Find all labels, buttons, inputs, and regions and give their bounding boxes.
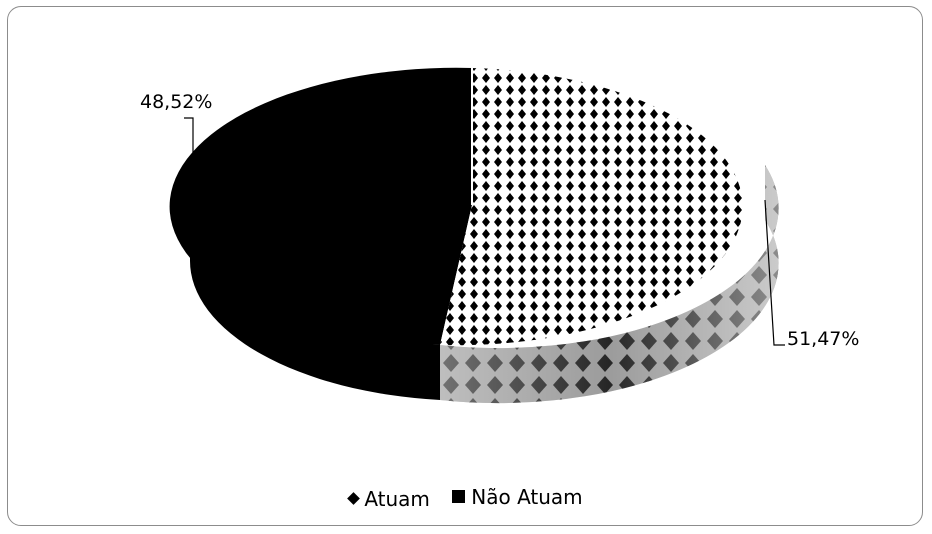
legend-label-nao-atuam: Não Atuam <box>471 484 583 509</box>
legend: Atuam Não Atuam <box>0 484 932 511</box>
slice-atuam <box>440 68 743 346</box>
legend-swatch-nao-atuam <box>452 490 466 503</box>
data-label-nao-atuam: 48,52% <box>140 91 212 113</box>
legend-label-atuam: Atuam <box>364 486 430 511</box>
legend-item-nao-atuam: Não Atuam <box>452 484 583 509</box>
legend-swatch-atuam <box>347 492 361 505</box>
leader-line-nao-atuam <box>184 117 194 172</box>
slice-nao-atuam <box>169 67 472 345</box>
legend-item-atuam: Atuam <box>347 486 430 511</box>
leader-line-atuam <box>764 199 785 346</box>
slice-side-shade <box>440 165 779 404</box>
slice-side-nao-atuam <box>189 200 440 400</box>
data-label-atuam: 51,47% <box>787 328 859 350</box>
